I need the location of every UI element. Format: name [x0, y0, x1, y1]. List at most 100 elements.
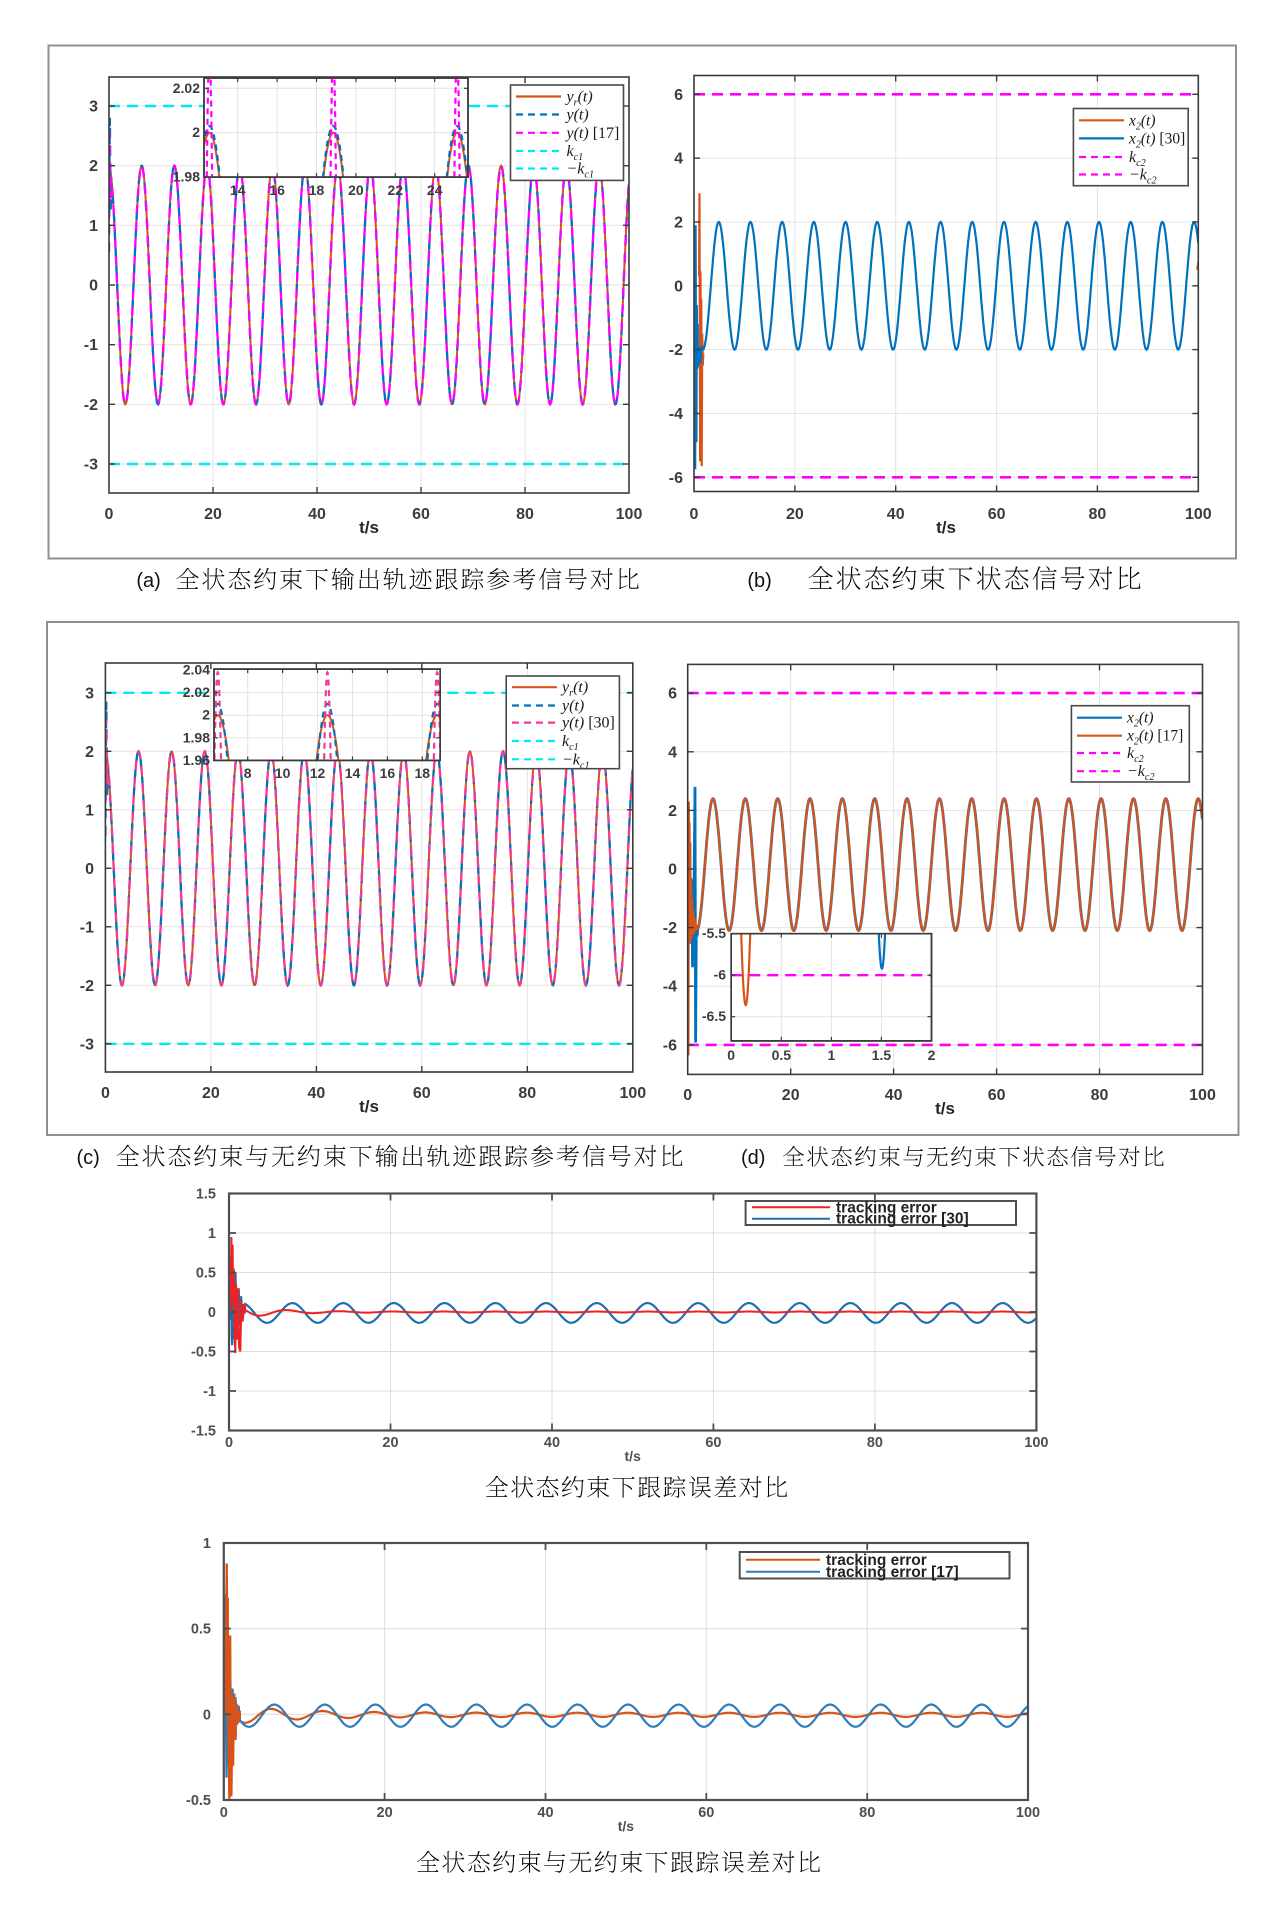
- svg-text:-0.5: -0.5: [191, 1345, 216, 1361]
- svg-text:20: 20: [382, 1435, 398, 1451]
- svg-text:-2: -2: [669, 342, 683, 359]
- svg-text:1: 1: [89, 218, 98, 235]
- svg-text:1.98: 1.98: [183, 729, 210, 745]
- svg-text:2: 2: [89, 158, 98, 175]
- svg-text:0: 0: [674, 278, 683, 295]
- svg-text:x2(t): x2(t): [1128, 112, 1156, 132]
- svg-text:6: 6: [674, 87, 683, 104]
- svg-text:40: 40: [537, 1805, 553, 1821]
- svg-text:20: 20: [377, 1805, 393, 1821]
- svg-text:14: 14: [230, 182, 246, 198]
- svg-text:60: 60: [412, 506, 430, 523]
- svg-text:0: 0: [85, 861, 94, 878]
- svg-text:x2(t) [17]: x2(t) [17]: [1126, 728, 1183, 748]
- svg-text:-6.5: -6.5: [702, 1008, 726, 1024]
- svg-text:(c): (c): [77, 1147, 100, 1169]
- svg-text:6: 6: [668, 686, 677, 703]
- svg-text:-6: -6: [669, 470, 683, 487]
- svg-text:100: 100: [1016, 1805, 1040, 1821]
- svg-text:-4: -4: [669, 406, 683, 423]
- svg-text:80: 80: [867, 1435, 883, 1451]
- svg-text:-1.5: -1.5: [191, 1424, 216, 1440]
- svg-text:100: 100: [1189, 1087, 1216, 1104]
- svg-text:0.5: 0.5: [772, 1047, 792, 1063]
- svg-text:t/s: t/s: [936, 518, 956, 537]
- svg-text:80: 80: [1089, 506, 1107, 523]
- svg-text:-6: -6: [663, 1037, 677, 1054]
- svg-text:40: 40: [887, 506, 905, 523]
- svg-text:12: 12: [310, 765, 326, 781]
- svg-text:t/s: t/s: [359, 518, 379, 537]
- svg-text:2: 2: [202, 707, 210, 723]
- svg-text:-2: -2: [80, 978, 94, 995]
- svg-text:22: 22: [388, 182, 404, 198]
- svg-text:0: 0: [220, 1805, 228, 1821]
- svg-text:0: 0: [683, 1087, 692, 1104]
- svg-text:y(t): y(t): [565, 107, 589, 124]
- svg-text:tracking error [30]: tracking error [30]: [836, 1211, 969, 1228]
- svg-text:60: 60: [705, 1435, 721, 1451]
- svg-text:t/s: t/s: [618, 1818, 635, 1834]
- svg-text:0: 0: [727, 1047, 735, 1063]
- svg-text:0: 0: [690, 506, 699, 523]
- svg-text:2: 2: [85, 744, 94, 761]
- svg-text:2.04: 2.04: [183, 662, 210, 678]
- svg-text:-1: -1: [80, 919, 94, 936]
- svg-text:y(t) [17]: y(t) [17]: [565, 125, 620, 142]
- svg-text:18: 18: [415, 765, 431, 781]
- svg-text:yr(t): yr(t): [565, 89, 593, 109]
- svg-text:0: 0: [203, 1707, 211, 1723]
- svg-text:24: 24: [427, 182, 443, 198]
- svg-text:3: 3: [89, 99, 98, 116]
- svg-text:y(t) [30]: y(t) [30]: [560, 715, 615, 732]
- svg-text:-5.5: -5.5: [702, 925, 726, 941]
- svg-text:1.98: 1.98: [173, 169, 200, 185]
- svg-text:100: 100: [616, 506, 643, 523]
- svg-text:8: 8: [244, 765, 252, 781]
- svg-text:-3: -3: [80, 1036, 94, 1053]
- svg-text:20: 20: [786, 506, 804, 523]
- svg-text:-0.5: -0.5: [186, 1793, 211, 1809]
- svg-text:t/s: t/s: [359, 1097, 379, 1116]
- svg-text:0: 0: [89, 278, 98, 295]
- svg-text:3: 3: [85, 685, 94, 702]
- svg-text:60: 60: [413, 1085, 431, 1102]
- svg-text:-4: -4: [663, 979, 677, 996]
- svg-text:-3: -3: [84, 457, 98, 474]
- svg-text:0: 0: [105, 506, 114, 523]
- svg-text:2: 2: [192, 124, 200, 140]
- svg-text:2.02: 2.02: [183, 684, 210, 700]
- svg-text:0: 0: [208, 1305, 216, 1321]
- svg-text:(d): (d): [741, 1147, 765, 1169]
- svg-text:1: 1: [208, 1226, 216, 1242]
- svg-text:14: 14: [345, 765, 361, 781]
- svg-text:100: 100: [1024, 1435, 1048, 1451]
- svg-text:20: 20: [204, 506, 222, 523]
- svg-text:1.96: 1.96: [183, 752, 210, 768]
- svg-text:4: 4: [668, 744, 677, 761]
- svg-text:2.02: 2.02: [173, 80, 200, 96]
- svg-text:-2: -2: [84, 397, 98, 414]
- svg-text:4: 4: [674, 151, 683, 168]
- svg-text:tracking error: tracking error: [826, 1552, 927, 1569]
- svg-text:tracking error: tracking error: [836, 1199, 937, 1216]
- svg-text:10: 10: [275, 765, 291, 781]
- svg-text:0: 0: [668, 862, 677, 879]
- svg-text:1: 1: [203, 1536, 211, 1552]
- svg-text:100: 100: [1185, 506, 1212, 523]
- svg-text:1: 1: [828, 1047, 836, 1063]
- svg-text:2: 2: [928, 1047, 936, 1063]
- svg-text:(b): (b): [747, 570, 771, 592]
- svg-text:0.5: 0.5: [196, 1266, 216, 1282]
- svg-text:40: 40: [308, 506, 326, 523]
- svg-text:2: 2: [668, 803, 677, 820]
- svg-text:-2: -2: [663, 920, 677, 937]
- svg-text:1.5: 1.5: [872, 1047, 892, 1063]
- svg-text:x2(t): x2(t): [1126, 710, 1154, 730]
- svg-text:-6: -6: [714, 967, 727, 983]
- svg-text:t/s: t/s: [935, 1099, 955, 1118]
- svg-text:100: 100: [619, 1085, 646, 1102]
- svg-text:-1: -1: [84, 337, 98, 354]
- svg-text:18: 18: [309, 182, 325, 198]
- svg-text:60: 60: [698, 1805, 714, 1821]
